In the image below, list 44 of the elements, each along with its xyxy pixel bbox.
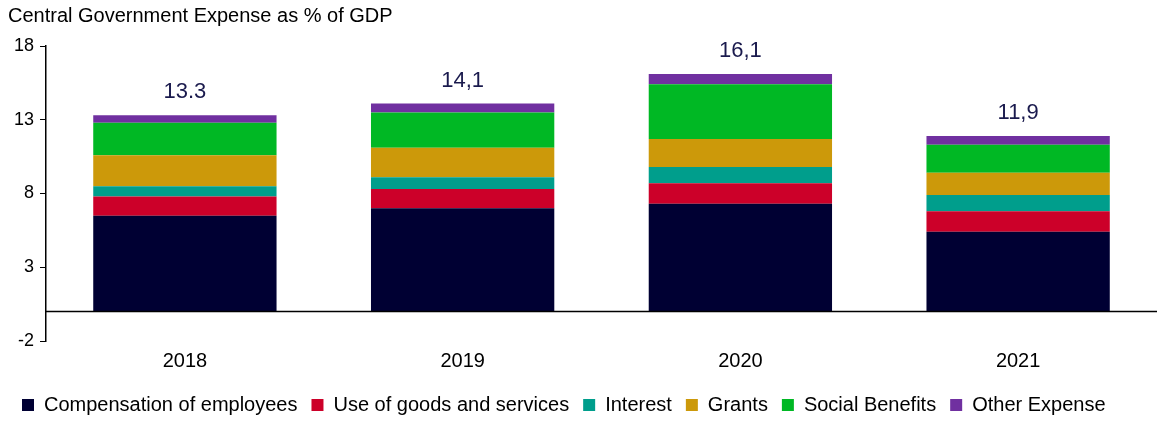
total-label: 16,1: [718, 37, 762, 63]
y-tick-label: -2: [18, 329, 35, 350]
bar: [926, 172, 1110, 195]
chart-title: Central Government Expense as % of GDP: [8, 3, 393, 26]
y-tick-label: 3: [24, 256, 35, 277]
bar: [93, 155, 277, 187]
legend-label: Social Benefits: [803, 392, 937, 415]
legend-label: Grants: [707, 392, 768, 415]
bar: [648, 183, 833, 204]
legend-label: Other Expense: [972, 392, 1106, 415]
bar: [926, 194, 1110, 212]
legend-label: Compensation of employees: [44, 392, 298, 415]
x-tick-label: 2018: [162, 348, 208, 371]
total-label: 13.3: [163, 78, 207, 104]
bar: [648, 203, 833, 312]
y-tick-label: 18: [13, 34, 35, 55]
bar: [648, 166, 833, 184]
bar: [370, 147, 555, 178]
bar: [370, 112, 555, 148]
x-tick-label: 2020: [718, 348, 763, 371]
bar: [93, 215, 277, 312]
bar: [926, 231, 1110, 312]
bar: [926, 144, 1110, 173]
y-tick-label: 8: [24, 182, 35, 203]
bar: [648, 84, 833, 139]
bar: [370, 103, 555, 113]
bar: [370, 189, 555, 209]
bar: [93, 186, 277, 197]
legend-label: Use of goods and services: [333, 392, 570, 415]
bar: [370, 208, 555, 312]
total-label: 11,9: [997, 99, 1039, 125]
total-label: 14,1: [441, 66, 485, 92]
bar: [926, 211, 1110, 232]
legend-label: Interest: [605, 392, 673, 415]
bar: [648, 74, 833, 85]
x-tick-label: 2021: [995, 348, 1041, 371]
bar: [93, 122, 277, 156]
bar: [93, 196, 277, 216]
bar: [926, 135, 1110, 145]
bar: [370, 177, 555, 190]
bar: [93, 115, 277, 123]
bar: [648, 138, 833, 167]
x-tick-label: 2019: [440, 348, 485, 371]
y-tick-label: 13: [13, 108, 35, 129]
